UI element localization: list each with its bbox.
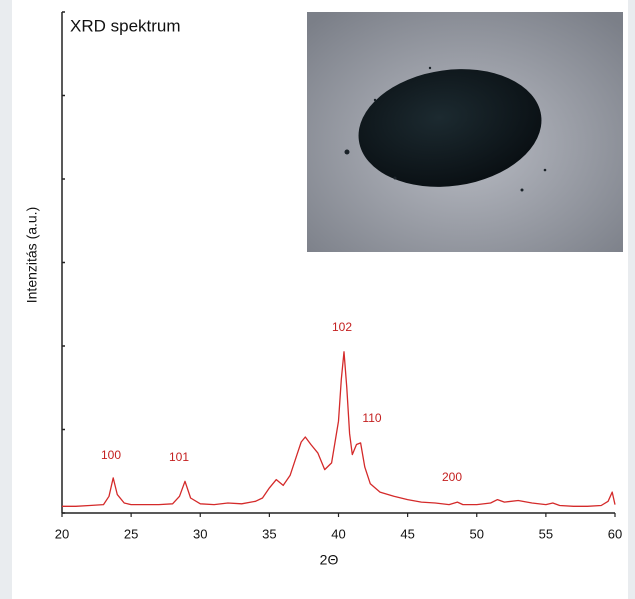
- inset-photo: [307, 12, 623, 252]
- x-tick-label: 35: [262, 526, 276, 541]
- x-tick-label: 40: [331, 526, 345, 541]
- peak-label: 110: [362, 411, 381, 425]
- peak-label: 100: [101, 448, 121, 462]
- peak-label: 200: [442, 470, 462, 484]
- x-tick-label: 60: [608, 526, 622, 541]
- x-tick-label: 30: [193, 526, 207, 541]
- x-tick-label: 20: [55, 526, 69, 541]
- peak-label: 102: [332, 320, 352, 334]
- x-tick-label: 45: [400, 526, 414, 541]
- peak-label: 101: [169, 450, 189, 464]
- chart-title: XRD spektrum: [70, 16, 181, 35]
- xrd-line: [62, 351, 616, 507]
- x-axis-label: 2Θ: [320, 552, 339, 568]
- x-tick-label: 25: [124, 526, 138, 541]
- x-tick-label: 50: [470, 526, 484, 541]
- y-axis-label: Intenzitás (a.u.): [24, 207, 40, 304]
- x-tick-label: 55: [539, 526, 553, 541]
